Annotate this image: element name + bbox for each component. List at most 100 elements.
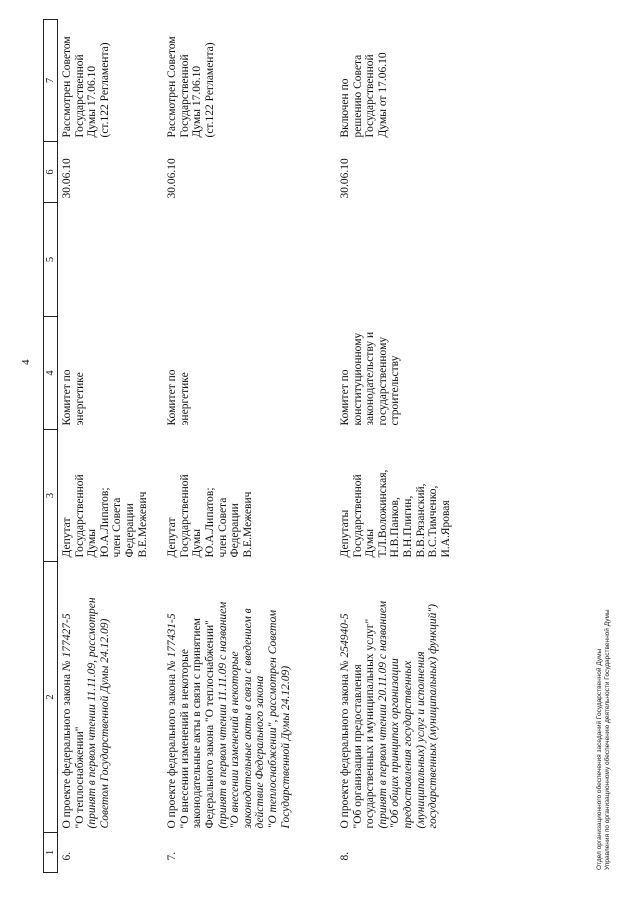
status-note-line: Государственной	[364, 54, 377, 138]
date-line: 30.06.10	[166, 158, 179, 199]
bill-title-line: "О теплоснабжении", рассмотрен Советом	[266, 609, 279, 829]
bill-title-cell: О проекте федерального закона № 254940-5…	[292, 562, 452, 833]
bill-title-line: государственных (муниципальных) функций"…	[427, 604, 440, 829]
status-note-cell: Включен по решению Совета Государственной Д…	[292, 20, 452, 142]
status-note-cell: Рассмотрен Советом Государственной Думы 17…	[58, 20, 150, 142]
column-5-cell	[58, 203, 150, 317]
column-header-3: 3	[43, 429, 58, 562]
initiators-line: Думы	[364, 529, 377, 558]
bill-title-first-line: О проекте федерального закона № 254940-5	[339, 566, 352, 829]
bill-title-line: законодательные акты в связи с принятием	[191, 618, 204, 829]
initiators-line: Федерации	[123, 503, 136, 558]
initiators-line: Ю.А.Липатов;	[203, 487, 216, 558]
bill-title-line: государственных и муниципальных услуг"	[364, 618, 377, 829]
table-row: 7. О проекте федерального закона № 177431…	[149, 20, 292, 873]
status-note-line: Государственной	[178, 54, 191, 138]
row-number-cell: 7.	[149, 833, 292, 873]
bill-intro: О проекте федерального закона	[339, 671, 352, 829]
bill-title-cell: О проекте федерального закона № 177427-5…	[58, 562, 150, 833]
initiators-line: Депутаты	[339, 509, 352, 558]
initiators-cell: Депутаты Государственной Думы Т.Л.Воложинск…	[292, 430, 452, 562]
initiators-line: Государственной	[351, 474, 364, 558]
column-header-5: 5	[43, 202, 58, 317]
column-5-cell	[292, 203, 452, 317]
committee-line: Комитет по	[339, 369, 352, 426]
bill-number: № 254940-5	[339, 613, 352, 672]
status-note-line: Думы 17.06.10	[191, 65, 204, 138]
initiators-line: Государственной	[178, 474, 191, 558]
initiators-line: Государственной	[73, 474, 86, 558]
status-note-cell: Рассмотрен Советом Государственной Думы 17…	[149, 20, 292, 142]
initiators-line: Депутат	[166, 517, 179, 558]
status-note-line: Думы 17.06.10	[86, 65, 99, 138]
initiators-line: В.Н.Плигин,	[402, 495, 415, 558]
initiators-line: Федерации	[229, 503, 242, 558]
status-note-line: Включен по	[339, 78, 352, 138]
bill-title-line: "О внесении изменений в некоторые	[178, 649, 191, 829]
page-number: 4	[20, 359, 32, 366]
status-note-line: Рассмотрен Советом	[166, 36, 179, 138]
bill-intro: О проекте федерального закона	[166, 671, 179, 829]
status-note-line: решению Совета	[351, 54, 364, 138]
initiators-line: Ю.А.Липатов;	[98, 487, 111, 558]
initiators-line: член Совета	[111, 497, 124, 558]
bill-number: № 177431-5	[166, 613, 179, 672]
committee-line: энергетике	[73, 372, 86, 426]
footer: Отдел организационного обеспечения засед…	[596, 609, 612, 870]
initiators-line: Н.В.Панков,	[389, 497, 402, 558]
committee-line: энергетике	[178, 372, 191, 426]
initiators-line: И.А.Яровая	[439, 500, 452, 558]
status-note-line: Государственной	[73, 54, 86, 138]
column-header-1: 1	[43, 832, 58, 873]
bill-title-line: Федерального закона "О теплоснабжении"	[203, 620, 216, 829]
date-line: 30.06.10	[339, 158, 352, 199]
bill-title-line: Советом Государственной Думы 24.12.09)	[98, 618, 111, 829]
committee-line: конституционному	[351, 332, 364, 426]
status-note-line: (ст.122 Регламента)	[203, 42, 216, 138]
initiators-line: В.Е.Межевич	[136, 491, 149, 558]
table-row: 6. О проекте федерального закона № 177427…	[58, 20, 150, 873]
row-number: 8.	[339, 851, 352, 861]
status-note-line: (ст.122 Регламента)	[98, 42, 111, 138]
date-cell: 30.06.10	[292, 142, 452, 203]
initiators-cell: Депутат Государственной Думы Ю.А.Липатов; чл…	[58, 430, 150, 562]
date-cell: 30.06.10	[58, 142, 150, 203]
bill-title-line: "О внесении изменений в некоторые	[229, 651, 242, 829]
row-number-cell: 6.	[58, 833, 150, 873]
committee-cell: Комитет по энергетике	[149, 317, 292, 430]
bill-title-line: (принят в первом чтении 20.11.09 с назва…	[376, 600, 389, 829]
status-note-line: Рассмотрен Советом	[61, 36, 73, 138]
row-number: 7.	[166, 851, 179, 861]
column-5-cell	[149, 203, 292, 317]
committee-line: законодательству и	[364, 331, 377, 426]
bill-title-line: "Об организации предоставления	[351, 664, 364, 829]
bill-number: № 177427-5	[61, 613, 73, 672]
bill-title-first-line: О проекте федерального закона № 177431-5	[166, 566, 179, 829]
bill-title-first-line: О проекте федерального закона № 177427-5	[61, 566, 74, 828]
bill-title-line: законодательные акты в связи с введением…	[241, 608, 254, 829]
column-header-2: 2	[43, 561, 58, 833]
initiators-line: Т.Л.Воложинская,	[376, 469, 389, 558]
bill-title-line: "Об общих принципах организации	[389, 658, 402, 829]
row-number-cell: 8.	[292, 833, 452, 873]
column-header-6: 6	[43, 141, 58, 203]
initiators-line: член Совета	[216, 497, 229, 558]
committee-line: Комитет по	[166, 369, 179, 426]
bill-title-line: действие Федерального закона	[254, 675, 267, 829]
bill-title-line: (муниципальных) услуг и исполнения	[414, 651, 427, 829]
date-line: 30.06.10	[61, 158, 73, 199]
status-note-line: Думы от 17.06.10	[376, 52, 389, 138]
initiators-cell: Депутат Государственной Думы Ю.А.Липатов; чл…	[149, 430, 292, 562]
bill-title-cell: О проекте федерального закона № 177431-5…	[149, 562, 292, 833]
initiators-line: Депутат	[61, 517, 73, 558]
committee-line: Комитет по	[61, 369, 73, 426]
bill-title-line: Государственной Думы 24.12.09)	[279, 665, 292, 829]
committee-line: государственному	[376, 336, 389, 426]
bill-title-line: "О теплоснабжении"	[73, 726, 86, 829]
committee-line: строительству	[389, 355, 402, 426]
committee-cell: Комитет по конституционному законодательст…	[292, 317, 452, 430]
initiators-line: В.В.Рязанский,	[414, 483, 427, 558]
